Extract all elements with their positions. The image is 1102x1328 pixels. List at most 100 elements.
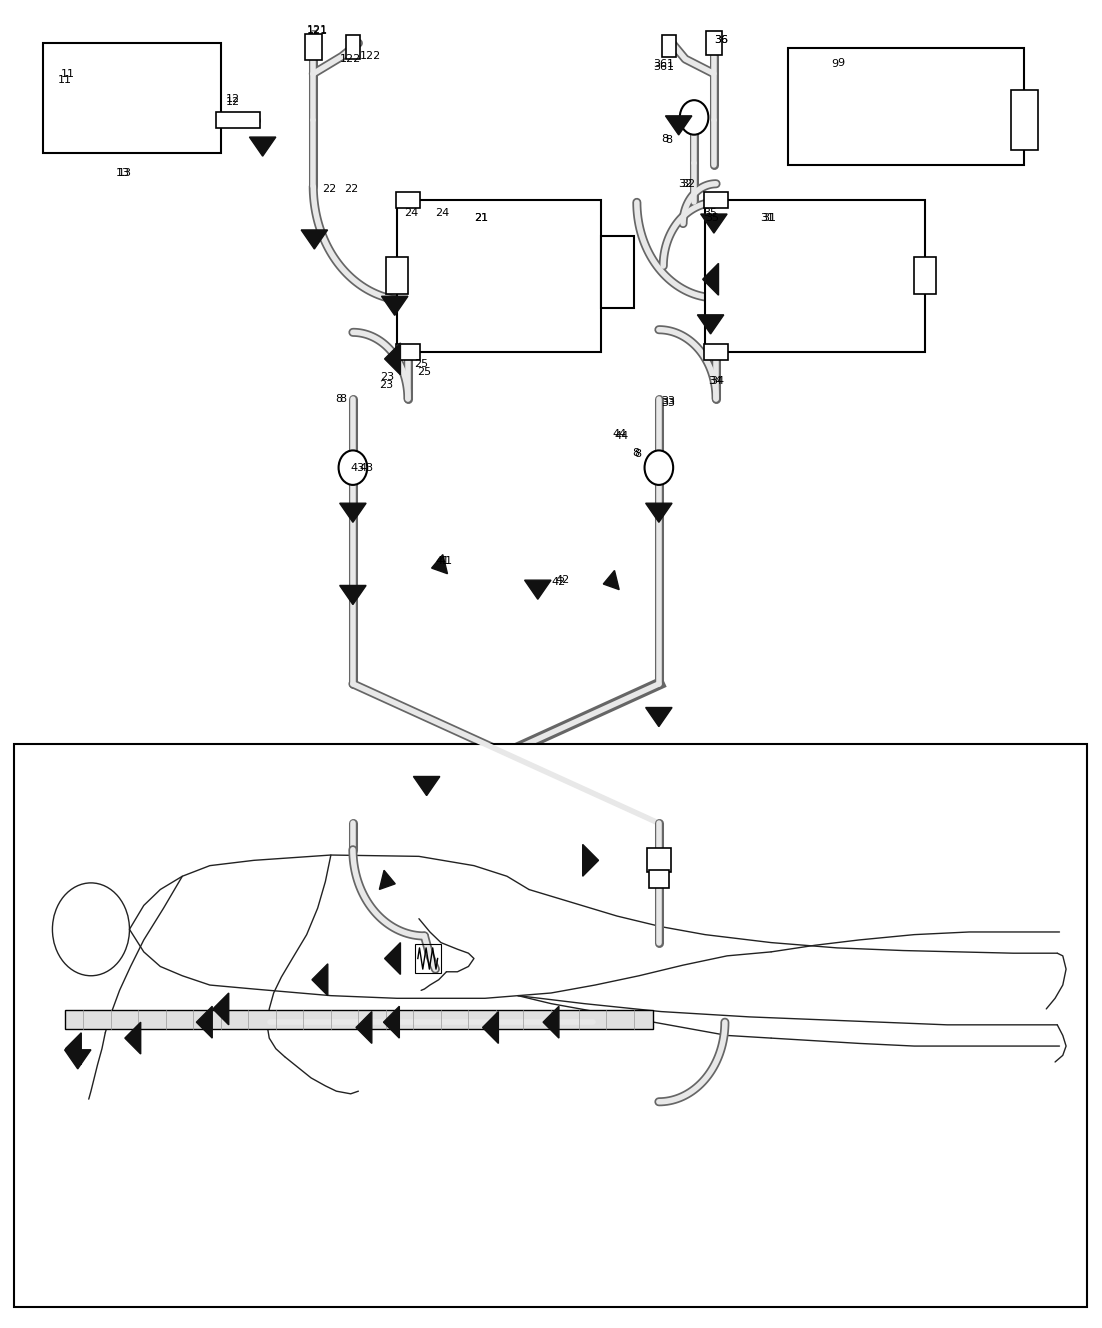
Text: 31: 31 [760, 214, 774, 223]
Bar [915, 256, 937, 293]
Text: 22: 22 [322, 185, 336, 194]
Polygon shape [698, 315, 724, 333]
Polygon shape [356, 1012, 371, 1044]
Text: 43: 43 [350, 462, 365, 473]
Polygon shape [339, 586, 366, 604]
Polygon shape [385, 343, 400, 374]
Text: 13: 13 [116, 169, 130, 178]
Circle shape [680, 100, 709, 134]
Polygon shape [65, 1033, 82, 1065]
Bar [704, 344, 728, 360]
Text: 361: 361 [653, 62, 674, 72]
Text: 34: 34 [711, 376, 725, 386]
Polygon shape [603, 571, 619, 590]
Text: 8: 8 [666, 135, 672, 145]
Text: 42: 42 [551, 576, 565, 587]
Polygon shape [312, 964, 327, 996]
Polygon shape [301, 230, 327, 250]
Bar [1011, 90, 1038, 150]
Circle shape [338, 450, 367, 485]
Text: 32: 32 [679, 179, 693, 189]
Polygon shape [125, 1023, 141, 1054]
Bar [396, 344, 420, 360]
Bar [305, 33, 322, 60]
Text: 8: 8 [335, 393, 343, 404]
Text: 24: 24 [404, 208, 419, 218]
Text: 23: 23 [379, 380, 393, 390]
Polygon shape [65, 1049, 91, 1069]
Text: 121: 121 [306, 25, 327, 35]
Text: 13: 13 [117, 169, 131, 178]
Bar [601, 235, 634, 308]
Polygon shape [483, 1012, 498, 1044]
Text: 122: 122 [339, 54, 361, 64]
Text: 36: 36 [714, 36, 728, 45]
Bar [65, 1011, 653, 1029]
Polygon shape [381, 296, 408, 315]
Bar [788, 48, 1024, 165]
Text: 35: 35 [705, 214, 720, 223]
Text: 8: 8 [635, 449, 641, 459]
Text: 8: 8 [633, 448, 639, 458]
Polygon shape [413, 777, 440, 795]
Polygon shape [385, 943, 400, 975]
Text: 21: 21 [474, 214, 488, 223]
Text: 121: 121 [306, 27, 327, 36]
Bar [649, 870, 669, 888]
Bar [414, 944, 441, 973]
Bar [397, 199, 601, 352]
Text: 9: 9 [838, 58, 844, 68]
Text: 12: 12 [226, 94, 240, 104]
Polygon shape [213, 993, 229, 1025]
Polygon shape [383, 1007, 399, 1038]
Text: 11: 11 [58, 76, 72, 85]
Bar [216, 112, 260, 127]
Polygon shape [249, 137, 276, 157]
Bar [705, 199, 926, 352]
Bar [43, 42, 220, 153]
Text: 32: 32 [681, 179, 695, 189]
Bar [661, 35, 676, 57]
Text: 35: 35 [703, 208, 717, 218]
Bar [346, 35, 360, 58]
Polygon shape [701, 214, 727, 234]
Bar [704, 191, 728, 207]
Text: 361: 361 [653, 60, 674, 69]
Text: 44: 44 [615, 430, 629, 441]
Bar [386, 256, 408, 293]
Text: 24: 24 [435, 208, 450, 218]
Text: 43: 43 [359, 462, 374, 473]
Text: 41: 41 [439, 555, 453, 566]
Polygon shape [646, 503, 672, 522]
Polygon shape [339, 503, 366, 522]
Text: 41: 41 [435, 555, 450, 566]
Bar [647, 849, 671, 872]
Text: 34: 34 [709, 376, 723, 386]
Polygon shape [525, 580, 551, 599]
Text: 36: 36 [714, 36, 728, 45]
Text: 25: 25 [414, 359, 429, 369]
Polygon shape [646, 708, 672, 726]
Bar [706, 31, 722, 54]
Text: 33: 33 [661, 396, 676, 406]
Text: 12: 12 [226, 97, 240, 106]
Text: 44: 44 [613, 429, 627, 440]
Text: 22: 22 [344, 185, 358, 194]
Text: 23: 23 [380, 372, 395, 382]
Bar [396, 191, 420, 207]
Text: 8: 8 [661, 134, 668, 143]
Polygon shape [196, 1007, 213, 1038]
Text: 42: 42 [555, 575, 570, 586]
Circle shape [645, 450, 673, 485]
Polygon shape [379, 870, 396, 890]
Polygon shape [543, 1007, 559, 1038]
Bar [14, 744, 1087, 1307]
Polygon shape [432, 555, 447, 574]
Polygon shape [703, 263, 719, 295]
Text: 33: 33 [661, 397, 676, 408]
Polygon shape [583, 845, 598, 876]
Text: 31: 31 [763, 214, 776, 223]
Text: 11: 11 [62, 69, 75, 78]
Polygon shape [666, 116, 692, 135]
Text: 25: 25 [417, 367, 431, 377]
